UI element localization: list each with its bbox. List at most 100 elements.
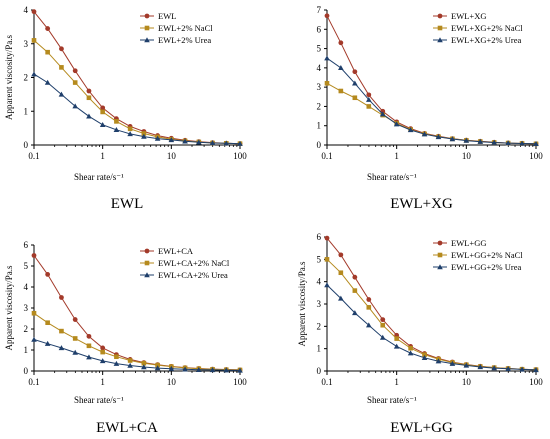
data-point xyxy=(324,282,330,288)
data-point xyxy=(127,131,133,137)
data-point xyxy=(237,367,243,373)
data-point xyxy=(100,109,105,115)
data-point xyxy=(407,350,414,356)
series-line-2 xyxy=(326,258,537,371)
data-point xyxy=(114,354,119,360)
legend-label: EWL+XG+2% NaCl xyxy=(451,23,523,33)
data-point xyxy=(237,140,243,146)
chart-panel-4: 0 1 2 3 4 5 6 0.1 1 10 100 Shear rate/s⁻¹ Apparent v… xyxy=(297,232,543,436)
y-tick-label: 1 xyxy=(24,345,29,355)
legend-entry: EWL+XG+2% Urea xyxy=(433,35,521,45)
x-axis-label: Shear rate/s⁻¹ xyxy=(74,172,124,182)
y-axis-label: Apparent viscosity/Pa.s xyxy=(297,261,307,346)
panel-caption: EWL+GG xyxy=(390,420,453,436)
y-tick-label: 0 xyxy=(317,366,322,376)
data-point xyxy=(59,328,64,334)
data-point xyxy=(379,334,386,340)
data-point xyxy=(477,138,484,144)
legend-entry: EWL+GG+2% Urea xyxy=(433,262,521,272)
data-point xyxy=(366,92,372,98)
data-point xyxy=(365,322,372,328)
data-point xyxy=(100,345,106,351)
data-point xyxy=(86,354,92,360)
data-point xyxy=(72,349,78,355)
panel-caption: EWL+CA xyxy=(96,420,158,436)
x-tick-label: 100 xyxy=(233,377,247,387)
legend-marker xyxy=(437,13,443,19)
panel-caption: EWL xyxy=(111,196,143,212)
y-tick-label: 0 xyxy=(24,140,29,150)
data-point xyxy=(408,345,413,351)
series-line-3 xyxy=(33,339,241,371)
data-point xyxy=(72,68,78,74)
y-tick-label: 2 xyxy=(24,73,29,83)
data-point xyxy=(196,366,202,372)
legend-entry: EWL+CA+2% Urea xyxy=(140,270,228,280)
y-tick-label: 4 xyxy=(24,5,29,15)
data-point xyxy=(59,46,64,52)
data-point xyxy=(223,367,230,373)
data-point xyxy=(58,91,65,97)
chart-panel-1: 0 1 2 3 4 0.1 1 10 100 Shear rate/s⁻¹ Apparent vis… xyxy=(4,5,247,212)
legend-label: EWL+CA+2% Urea xyxy=(158,270,228,280)
legend-entry: EWL+2% Urea xyxy=(140,35,211,45)
data-point xyxy=(463,137,470,143)
x-tick-label: 0.1 xyxy=(321,377,332,387)
legend-marker xyxy=(144,260,150,266)
data-point xyxy=(338,65,344,71)
data-point xyxy=(449,360,456,366)
data-point xyxy=(338,295,344,301)
data-point xyxy=(31,9,37,15)
y-tick-label: 6 xyxy=(317,232,322,242)
data-point xyxy=(352,310,358,316)
y-tick-label: 5 xyxy=(317,254,322,264)
data-point xyxy=(435,358,442,364)
x-tick-label: 0.1 xyxy=(28,377,39,387)
data-point xyxy=(86,113,92,119)
data-point xyxy=(86,95,92,101)
data-point xyxy=(86,343,92,349)
data-point xyxy=(324,55,330,61)
data-point xyxy=(45,49,50,55)
data-point xyxy=(127,362,133,368)
legend-label: EWL+XG+2% Urea xyxy=(451,35,521,45)
y-tick-label: 5 xyxy=(24,261,29,271)
legend-entry: EWL xyxy=(140,11,176,21)
data-point xyxy=(72,317,78,322)
data-point xyxy=(45,272,51,277)
legend-marker xyxy=(437,264,443,270)
data-point xyxy=(394,336,399,341)
legend-marker xyxy=(144,13,150,19)
data-point xyxy=(154,135,161,141)
data-point xyxy=(196,139,202,145)
data-point xyxy=(223,140,230,146)
data-point xyxy=(114,119,119,124)
legend-marker xyxy=(144,272,150,278)
data-point xyxy=(31,310,37,316)
data-point xyxy=(519,366,525,372)
legend-marker xyxy=(144,37,150,43)
data-point xyxy=(44,79,51,85)
x-axis-label: Shear rate/s⁻¹ xyxy=(74,395,124,405)
data-point xyxy=(491,139,498,145)
x-tick-label: 100 xyxy=(233,151,247,161)
legend-label: EWL+CA xyxy=(158,246,194,256)
y-tick-label: 6 xyxy=(317,24,322,34)
data-point xyxy=(421,355,428,361)
data-point xyxy=(31,336,37,342)
y-tick-label: 2 xyxy=(317,101,322,111)
data-point xyxy=(31,38,37,43)
y-tick-label: 0 xyxy=(317,140,322,150)
series-line-3 xyxy=(326,57,537,145)
data-point xyxy=(366,104,372,109)
data-point xyxy=(352,288,358,293)
y-tick-label: 0 xyxy=(24,366,29,376)
y-tick-label: 4 xyxy=(24,282,29,292)
data-point xyxy=(338,88,344,94)
legend-entry: EWL+GG+2% NaCl xyxy=(433,250,523,260)
data-point xyxy=(168,137,175,143)
y-tick-label: 1 xyxy=(317,344,322,354)
data-point xyxy=(380,317,386,323)
legend-label: EWL+XG xyxy=(451,11,486,21)
y-tick-label: 1 xyxy=(317,121,322,131)
